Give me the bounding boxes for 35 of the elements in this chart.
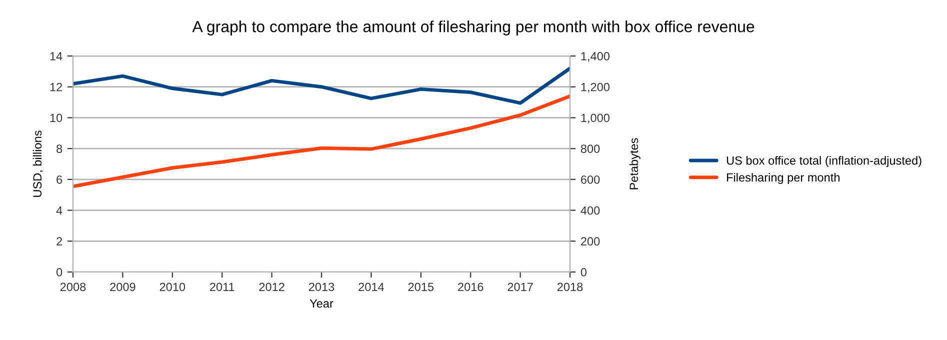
y-tick-label: 8	[56, 144, 62, 153]
y-tick-label: 0	[56, 268, 62, 276]
y-tick-label: 2	[56, 237, 62, 246]
y2-tick-label: 200	[581, 237, 600, 246]
x-axis-title: Year	[310, 299, 334, 308]
x-tick-label: 2015	[408, 282, 434, 292]
y2-tick-label: 400	[580, 206, 600, 215]
legend-label: Filesharing per month	[727, 172, 840, 184]
y-tick-label: 14	[50, 52, 62, 60]
chart-title: A graph to compare the amount of filesharing per month with box office revenue	[192, 20, 754, 36]
x-tick-label: 2017	[508, 282, 533, 292]
y2-tick-label: 800	[580, 144, 600, 153]
y2-tick-label: 1,000	[581, 114, 610, 124]
x-tick-label: 2011	[210, 282, 234, 292]
y-axis-title: USD, billions	[32, 130, 43, 197]
y-tick-label: 10	[50, 114, 62, 122]
y2-tick-label: 1,200	[581, 82, 610, 93]
line-series	[73, 94, 570, 188]
x-tick-label: 2010	[160, 282, 186, 292]
y2-tick-label: 600	[581, 175, 600, 184]
legend-label: US box office total (inflation-adjusted)	[726, 156, 922, 168]
y-tick-label: 12	[50, 82, 62, 92]
y2-axis-title: Petabytes	[629, 138, 640, 190]
y-tick-label: 4	[56, 206, 62, 215]
x-tick-label: 2016	[458, 282, 484, 292]
x-tick-label: 2013	[308, 282, 334, 292]
y2-tick-label: 1,400	[581, 52, 610, 62]
x-tick-label: 2012	[259, 282, 284, 292]
y-tick-label: 6	[56, 175, 62, 184]
x-tick-label: 2009	[110, 282, 136, 292]
y2-tick-label: 0	[580, 268, 587, 276]
x-tick-label: 2014	[358, 282, 384, 292]
line-series	[73, 66, 570, 105]
x-tick-label: 2018	[557, 282, 583, 292]
x-tick-label: 2008	[60, 282, 86, 292]
